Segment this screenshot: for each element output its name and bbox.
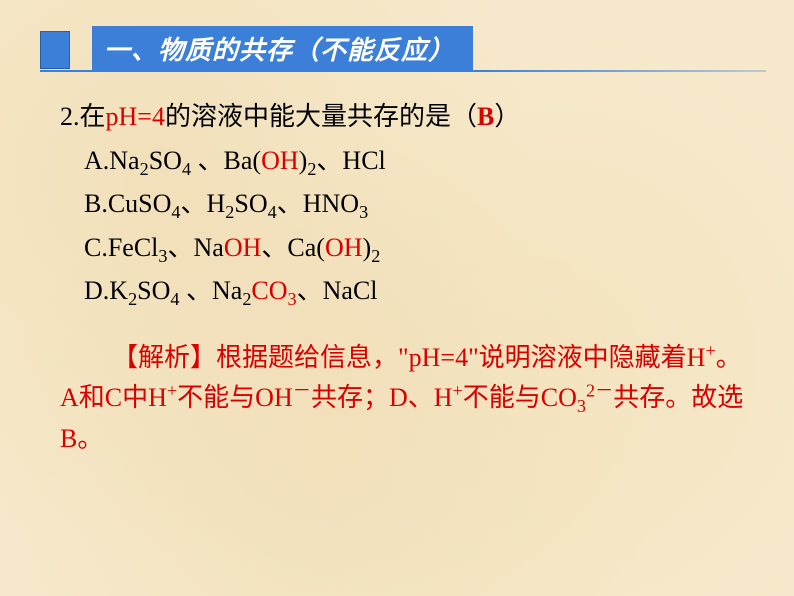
header-row: 一、物质的共存（不能反应） [40,26,754,71]
option-c: C.FeCl3、NaOH、Ca(OH)2 [60,227,744,269]
question-prefix: 在 [80,102,106,131]
option-d: D.K2SO4 、Na2CO3、NaCl [60,270,744,312]
header-underline [40,70,766,72]
question-answer: B [477,102,494,131]
question-condition: pH=4 [106,102,165,131]
option-b: B.CuSO4、H2SO4、HNO3 [60,183,744,225]
analysis-block: 【解析】根据题给信息，"pH=4"说明溶液中隐藏着H+。A和C中H+不能与OH－… [60,338,744,459]
question-stem: 2.在pH=4的溶液中能大量共存的是（B） [60,96,744,138]
question-middle: 的溶液中能大量共存的是（ [165,102,477,131]
question-suffix: ） [494,102,520,131]
header-square-icon [40,31,70,69]
section-title: 一、物质的共存（不能反应） [92,26,473,71]
question-number: 2. [60,102,80,131]
option-a: A.Na2SO4 、Ba(OH)2、HCl [60,140,744,182]
content-area: 2.在pH=4的溶液中能大量共存的是（B） A.Na2SO4 、Ba(OH)2、… [60,96,744,459]
